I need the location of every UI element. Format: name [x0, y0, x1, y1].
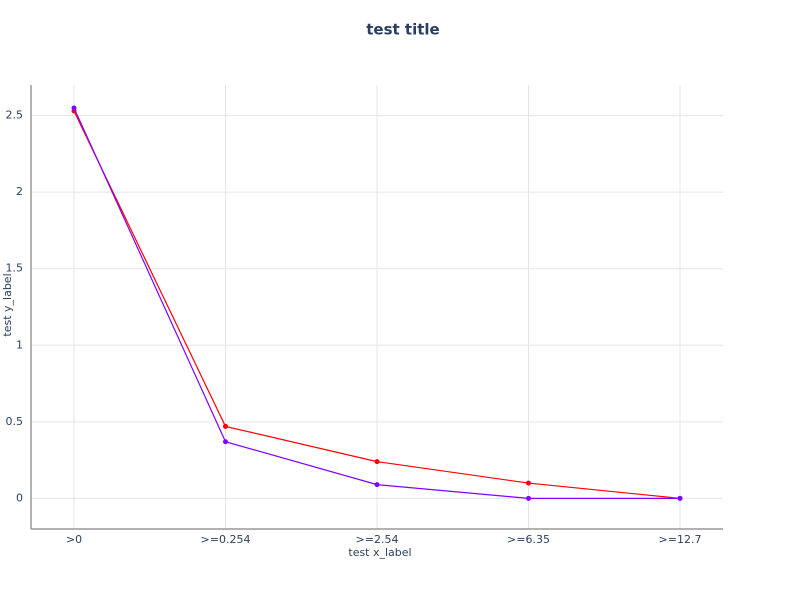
x-tick-label: >0 [66, 533, 82, 546]
chart-title: test title [366, 21, 439, 39]
data-point [677, 495, 683, 501]
x-tick-label: >=0.254 [201, 533, 251, 546]
x-tick-label: >=12.7 [659, 533, 702, 546]
data-point [374, 459, 380, 465]
x-tick-label: >=6.35 [507, 533, 550, 546]
y-tick-label: 2 [16, 185, 23, 198]
data-point [526, 495, 531, 501]
x-axis-label: test x_label [348, 546, 411, 559]
data-point [223, 439, 228, 445]
y-tick-label: 2.5 [6, 109, 24, 122]
data-point [374, 482, 380, 488]
y-tick-label: 0 [16, 491, 23, 504]
y-tick-label: 1 [16, 338, 23, 351]
x-tick-label: >=2.54 [356, 533, 399, 546]
data-point [223, 423, 228, 429]
data-point [71, 105, 77, 111]
data-point [526, 480, 531, 486]
y-tick-label: 0.5 [6, 415, 24, 428]
y-axis-label: test y_label [1, 273, 14, 336]
y-tick-label: 1.5 [6, 262, 24, 275]
